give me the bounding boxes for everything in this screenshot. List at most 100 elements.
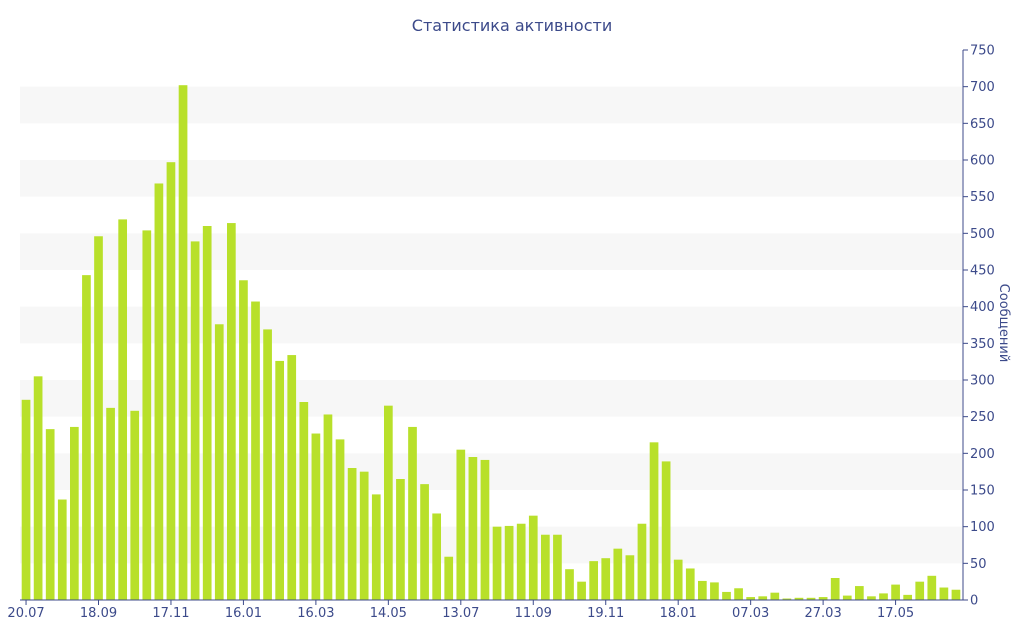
bar <box>710 582 719 600</box>
bar <box>806 597 816 600</box>
y-tick-label: 450 <box>970 264 995 279</box>
bar <box>951 589 961 600</box>
bar <box>468 457 478 600</box>
bar <box>722 591 731 600</box>
bars-group <box>21 85 961 600</box>
bar <box>335 439 345 600</box>
bar <box>371 494 381 600</box>
bar <box>70 426 79 600</box>
bar <box>130 410 140 600</box>
bar <box>420 484 429 600</box>
bar <box>492 526 502 600</box>
bar <box>842 595 852 600</box>
y-tick-label: 250 <box>970 410 995 425</box>
bar <box>227 223 236 600</box>
bar <box>444 556 454 600</box>
x-tick-label: 19.11 <box>587 606 624 621</box>
grid-band <box>20 306 962 344</box>
bar <box>118 219 128 600</box>
bar <box>685 568 695 600</box>
bar <box>903 594 913 600</box>
bar <box>867 596 876 600</box>
y-tick-label: 650 <box>970 117 995 132</box>
bar <box>553 534 562 600</box>
y-tick-label: 50 <box>970 557 987 572</box>
y-tick-label: 100 <box>970 520 995 535</box>
y-tick-label: 400 <box>970 300 995 315</box>
y-tick-label: 500 <box>970 227 995 242</box>
bar <box>166 162 176 600</box>
grid-band <box>20 160 962 197</box>
bar <box>613 548 623 600</box>
y-tick-label: 700 <box>970 80 995 95</box>
bar <box>879 593 888 600</box>
bar <box>311 433 321 600</box>
bar <box>396 479 405 600</box>
grid-band <box>20 86 962 124</box>
x-tick-label: 16.03 <box>297 606 334 621</box>
bar <box>770 592 780 600</box>
grid-band <box>20 233 962 270</box>
bar <box>106 407 115 600</box>
bar <box>661 461 671 600</box>
x-tick-label: 18.01 <box>660 606 697 621</box>
bar <box>891 584 900 600</box>
bar <box>637 523 647 600</box>
x-tick-label: 07.03 <box>732 606 769 621</box>
bar <box>178 85 188 600</box>
axes-group: 0 50 100 150 200 250 300 350 400 450 500 550 600 650 7… <box>7 44 994 622</box>
y-tick-label: 600 <box>970 154 995 169</box>
x-tick-label: 18.09 <box>80 606 117 621</box>
bar <box>239 280 248 600</box>
bar <box>516 523 526 600</box>
x-tick-label: 20.07 <box>7 606 44 621</box>
y-tick-label: 150 <box>970 484 995 499</box>
x-tick-label: 27.03 <box>805 606 842 621</box>
bar <box>347 468 357 600</box>
bar <box>855 586 864 600</box>
bar <box>408 426 417 600</box>
bar <box>263 329 272 600</box>
bar <box>45 429 55 600</box>
bar <box>456 449 466 600</box>
bar <box>202 226 212 600</box>
bar <box>190 241 200 600</box>
y-tick-label: 0 <box>970 594 978 609</box>
y-tick-label: 200 <box>970 447 995 462</box>
x-tick-label: 17.05 <box>877 606 914 621</box>
x-tick-label: 17.11 <box>152 606 189 621</box>
y-axis-label: Сообщений <box>996 284 1011 363</box>
y-tick-label: 750 <box>970 44 995 59</box>
bar <box>541 534 550 600</box>
bar <box>565 569 574 600</box>
y-tick-label: 350 <box>970 337 995 352</box>
bar <box>275 360 285 600</box>
bar <box>625 555 635 600</box>
y-tick-label: 300 <box>970 374 995 389</box>
bar <box>601 558 611 600</box>
x-tick-label: 13.07 <box>442 606 479 621</box>
bar <box>915 581 925 600</box>
bar <box>649 442 659 600</box>
bar <box>432 513 442 600</box>
x-tick-label: 14.05 <box>370 606 407 621</box>
bar <box>794 597 804 600</box>
bar <box>927 575 937 600</box>
bar <box>299 402 309 600</box>
bar <box>214 324 224 600</box>
bar <box>698 580 707 600</box>
bar <box>758 596 768 600</box>
bar <box>323 414 333 600</box>
x-tick-label: 11.09 <box>515 606 552 621</box>
bar <box>782 598 792 600</box>
bar <box>746 597 756 600</box>
bar <box>589 561 599 600</box>
bar <box>734 588 743 600</box>
bar <box>82 275 91 600</box>
bar <box>33 376 43 600</box>
bar <box>251 301 260 600</box>
grid-band <box>20 526 962 564</box>
bar <box>939 587 949 600</box>
bar <box>142 230 152 600</box>
